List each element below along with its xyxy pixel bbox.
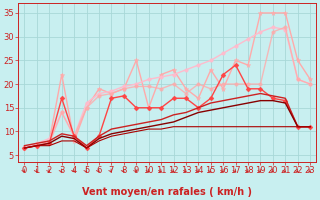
X-axis label: Vent moyen/en rafales ( km/h ): Vent moyen/en rafales ( km/h ) [82,187,252,197]
